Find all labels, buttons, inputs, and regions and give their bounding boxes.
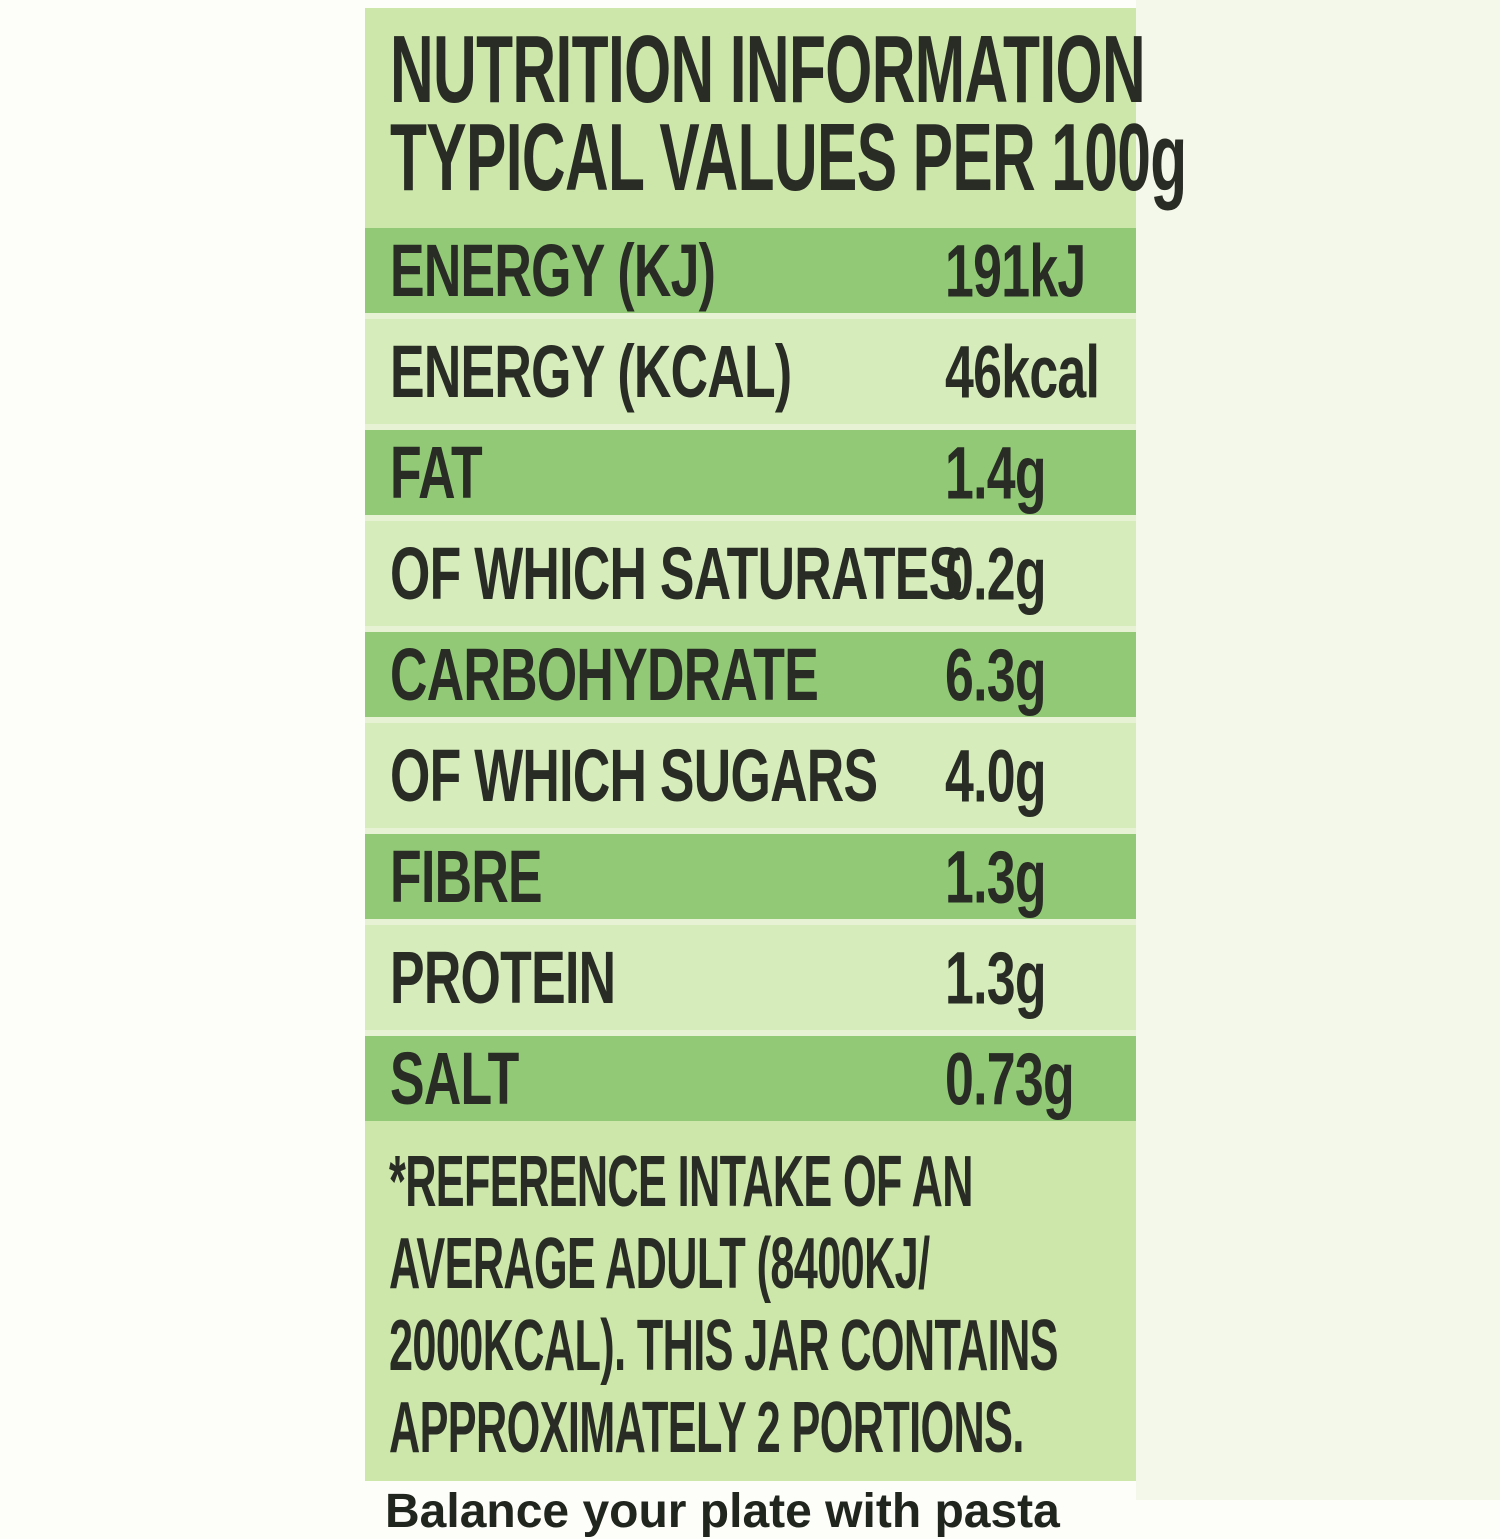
table-row: SALT 0.73g: [365, 1036, 1136, 1121]
row-value: 46kcal: [945, 330, 1100, 413]
footnote-line: APPROXIMATELY 2 PORTIONS.: [389, 1388, 1024, 1468]
row-label: ENERGY (KCAL): [390, 330, 792, 413]
row-value: 1.3g: [945, 936, 1047, 1019]
nutrition-table: ENERGY (KJ) 191kJ ENERGY (KCAL) 46kcal F…: [365, 228, 1136, 1121]
row-value: 1.4g: [945, 431, 1047, 514]
panel-title-line2: TYPICAL VALUES PER 100g: [390, 104, 1187, 211]
row-label: OF WHICH SATURATES: [390, 532, 963, 615]
row-value: 0.2g: [945, 532, 1047, 615]
table-row: PROTEIN 1.3g: [365, 925, 1136, 1030]
page-background-right: [1136, 0, 1500, 1500]
clipped-bottom-text: Balance your plate with pasta: [385, 1485, 1060, 1538]
row-label: CARBOHYDRATE: [390, 633, 819, 716]
reference-intake-footnote: *REFERENCE INTAKE OF AN AVERAGE ADULT (8…: [389, 1141, 1136, 1469]
footnote-line: 2000KCAL). THIS JAR CONTAINS: [389, 1306, 1058, 1386]
row-label: OF WHICH SUGARS: [390, 734, 878, 817]
row-label: FAT: [390, 431, 483, 514]
table-row: OF WHICH SATURATES 0.2g: [365, 521, 1136, 626]
row-value: 0.73g: [945, 1037, 1075, 1120]
table-row: ENERGY (KJ) 191kJ: [365, 228, 1136, 313]
table-row: CARBOHYDRATE 6.3g: [365, 632, 1136, 717]
panel-title: NUTRITION INFORMATION TYPICAL VALUES PER…: [390, 22, 1187, 206]
table-row: OF WHICH SUGARS 4.0g: [365, 723, 1136, 828]
nutrition-panel: NUTRITION INFORMATION TYPICAL VALUES PER…: [365, 8, 1187, 1481]
table-row: FAT 1.4g: [365, 430, 1136, 515]
footnote-line: *REFERENCE INTAKE OF AN: [389, 1142, 973, 1222]
row-label: PROTEIN: [390, 936, 616, 1019]
row-value: 6.3g: [945, 633, 1047, 716]
table-row: FIBRE 1.3g: [365, 834, 1136, 919]
panel-title-line1: NUTRITION INFORMATION: [390, 16, 1146, 123]
row-value: 4.0g: [945, 734, 1047, 817]
footnote-line: AVERAGE ADULT (8400KJ/: [389, 1224, 930, 1304]
row-value: 191kJ: [945, 229, 1086, 312]
row-label: ENERGY (KJ): [390, 229, 716, 312]
table-row: ENERGY (KCAL) 46kcal: [365, 319, 1136, 424]
row-label: FIBRE: [390, 835, 543, 918]
row-label: SALT: [390, 1037, 519, 1120]
row-value: 1.3g: [945, 835, 1047, 918]
